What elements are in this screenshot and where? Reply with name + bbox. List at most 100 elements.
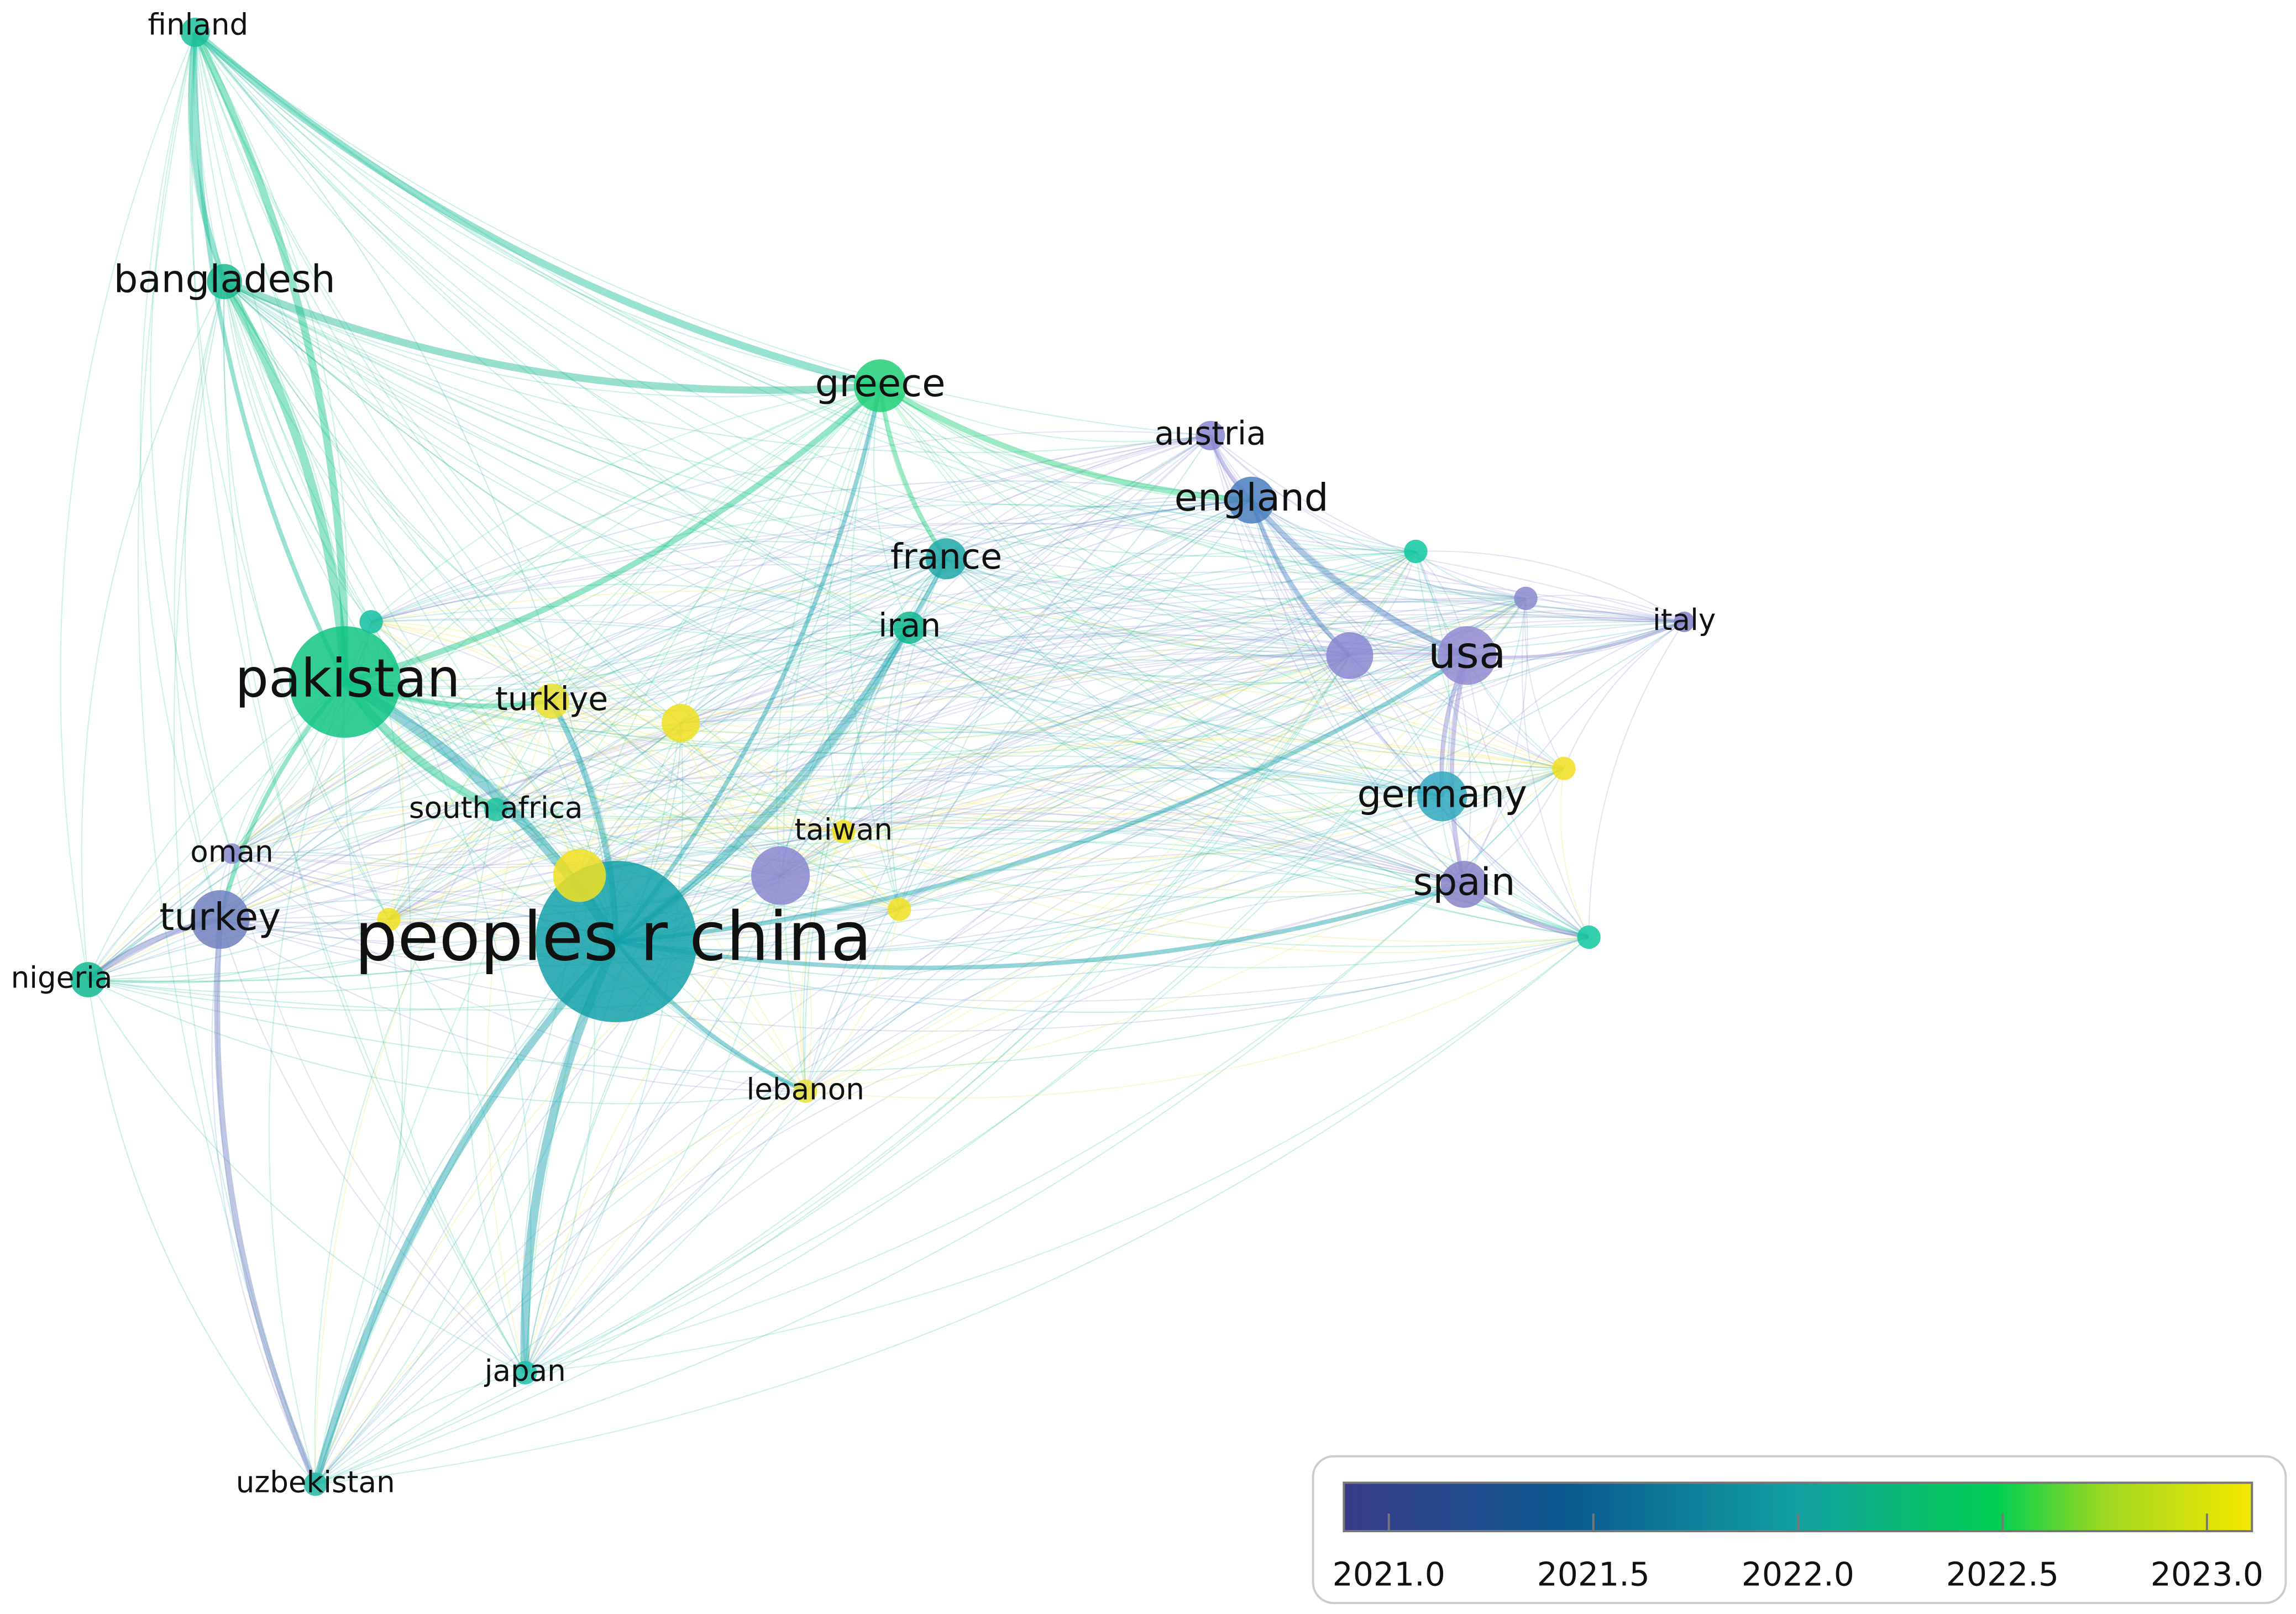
edge bbox=[371, 583, 910, 629]
edge bbox=[899, 435, 1211, 909]
edge bbox=[551, 499, 1252, 702]
edge bbox=[843, 500, 1252, 832]
edge bbox=[880, 385, 1210, 443]
edge bbox=[1467, 621, 1685, 660]
edge bbox=[224, 281, 617, 942]
edge bbox=[314, 385, 881, 1485]
edge bbox=[551, 700, 1589, 943]
edge bbox=[579, 500, 1252, 876]
edge bbox=[1563, 621, 1685, 769]
edge bbox=[216, 853, 316, 1485]
edge bbox=[195, 31, 947, 560]
edge bbox=[219, 919, 1589, 1032]
edge bbox=[495, 500, 1252, 810]
edge bbox=[224, 281, 1350, 656]
edge bbox=[1251, 500, 1590, 938]
edge bbox=[525, 723, 684, 1373]
edge bbox=[579, 597, 1526, 876]
node-label: oman bbox=[190, 834, 273, 869]
edge bbox=[551, 558, 947, 702]
edge bbox=[879, 385, 1526, 599]
edge bbox=[220, 875, 580, 930]
edge bbox=[899, 621, 1685, 910]
edge bbox=[232, 853, 580, 893]
edge bbox=[899, 764, 1564, 910]
edge bbox=[680, 435, 1211, 724]
edge bbox=[899, 853, 1465, 910]
edge bbox=[466, 809, 526, 1373]
edge bbox=[495, 435, 1211, 810]
edge bbox=[1441, 621, 1685, 797]
edge bbox=[1441, 796, 1590, 938]
edge bbox=[370, 621, 532, 1373]
edge bbox=[525, 655, 1467, 1374]
labels: peoples r china pakistan finland bangladesh… bbox=[11, 7, 1716, 1499]
node bbox=[853, 359, 907, 412]
edge bbox=[879, 385, 1465, 885]
edge bbox=[231, 853, 526, 1374]
node-label: usa bbox=[1428, 627, 1506, 678]
edge bbox=[579, 550, 1416, 876]
edge bbox=[219, 609, 1685, 921]
edge bbox=[899, 870, 1589, 938]
edge bbox=[873, 385, 910, 628]
edge bbox=[371, 618, 1465, 885]
edge bbox=[616, 882, 1465, 970]
edge bbox=[224, 281, 1467, 656]
edge bbox=[680, 627, 910, 724]
edge bbox=[224, 281, 844, 832]
node-label: finland bbox=[148, 7, 249, 41]
edge bbox=[87, 650, 1467, 980]
edge bbox=[81, 281, 226, 980]
edge bbox=[899, 655, 1350, 910]
edge bbox=[1251, 500, 1465, 885]
edge bbox=[60, 31, 196, 980]
edge bbox=[1464, 598, 1528, 885]
edges bbox=[60, 29, 1685, 1486]
edge bbox=[780, 655, 1350, 876]
edge bbox=[231, 700, 552, 854]
edge bbox=[220, 598, 1527, 923]
edge bbox=[231, 435, 1210, 854]
edge bbox=[389, 819, 1465, 921]
edge bbox=[232, 551, 1416, 856]
edge bbox=[219, 807, 1465, 921]
edge bbox=[87, 853, 232, 980]
edge bbox=[890, 558, 947, 909]
edge bbox=[195, 31, 1350, 656]
edge bbox=[496, 655, 1350, 821]
edge bbox=[389, 766, 1443, 921]
edge bbox=[551, 700, 1443, 825]
edge bbox=[579, 813, 1465, 885]
edge bbox=[224, 281, 910, 629]
edge bbox=[88, 655, 1350, 982]
node-label: greece bbox=[815, 361, 946, 406]
edge bbox=[315, 598, 1527, 1485]
edge bbox=[616, 654, 1469, 944]
edge bbox=[946, 558, 1443, 797]
edge bbox=[388, 700, 552, 920]
node-label: taiwan bbox=[794, 813, 893, 847]
edge bbox=[843, 551, 1417, 833]
edge bbox=[776, 385, 881, 876]
edge bbox=[224, 281, 372, 623]
edge bbox=[525, 937, 1590, 1374]
legend: 2021.0 2021.5 2022.0 2022.5 2023.0 bbox=[1312, 1455, 2287, 1605]
edge bbox=[150, 32, 233, 854]
edge bbox=[495, 809, 844, 849]
edge bbox=[192, 32, 347, 683]
edge bbox=[843, 627, 910, 832]
edge bbox=[946, 558, 1526, 625]
edge bbox=[495, 627, 910, 810]
edge bbox=[223, 278, 881, 394]
edge bbox=[87, 613, 1685, 980]
edge bbox=[1251, 500, 1443, 797]
edge bbox=[371, 480, 1252, 623]
edge bbox=[680, 558, 947, 724]
edge bbox=[551, 701, 900, 910]
node bbox=[513, 1361, 537, 1385]
edge bbox=[899, 597, 1526, 910]
edge bbox=[371, 430, 1210, 623]
edge bbox=[495, 809, 1589, 969]
edge bbox=[946, 558, 1685, 651]
